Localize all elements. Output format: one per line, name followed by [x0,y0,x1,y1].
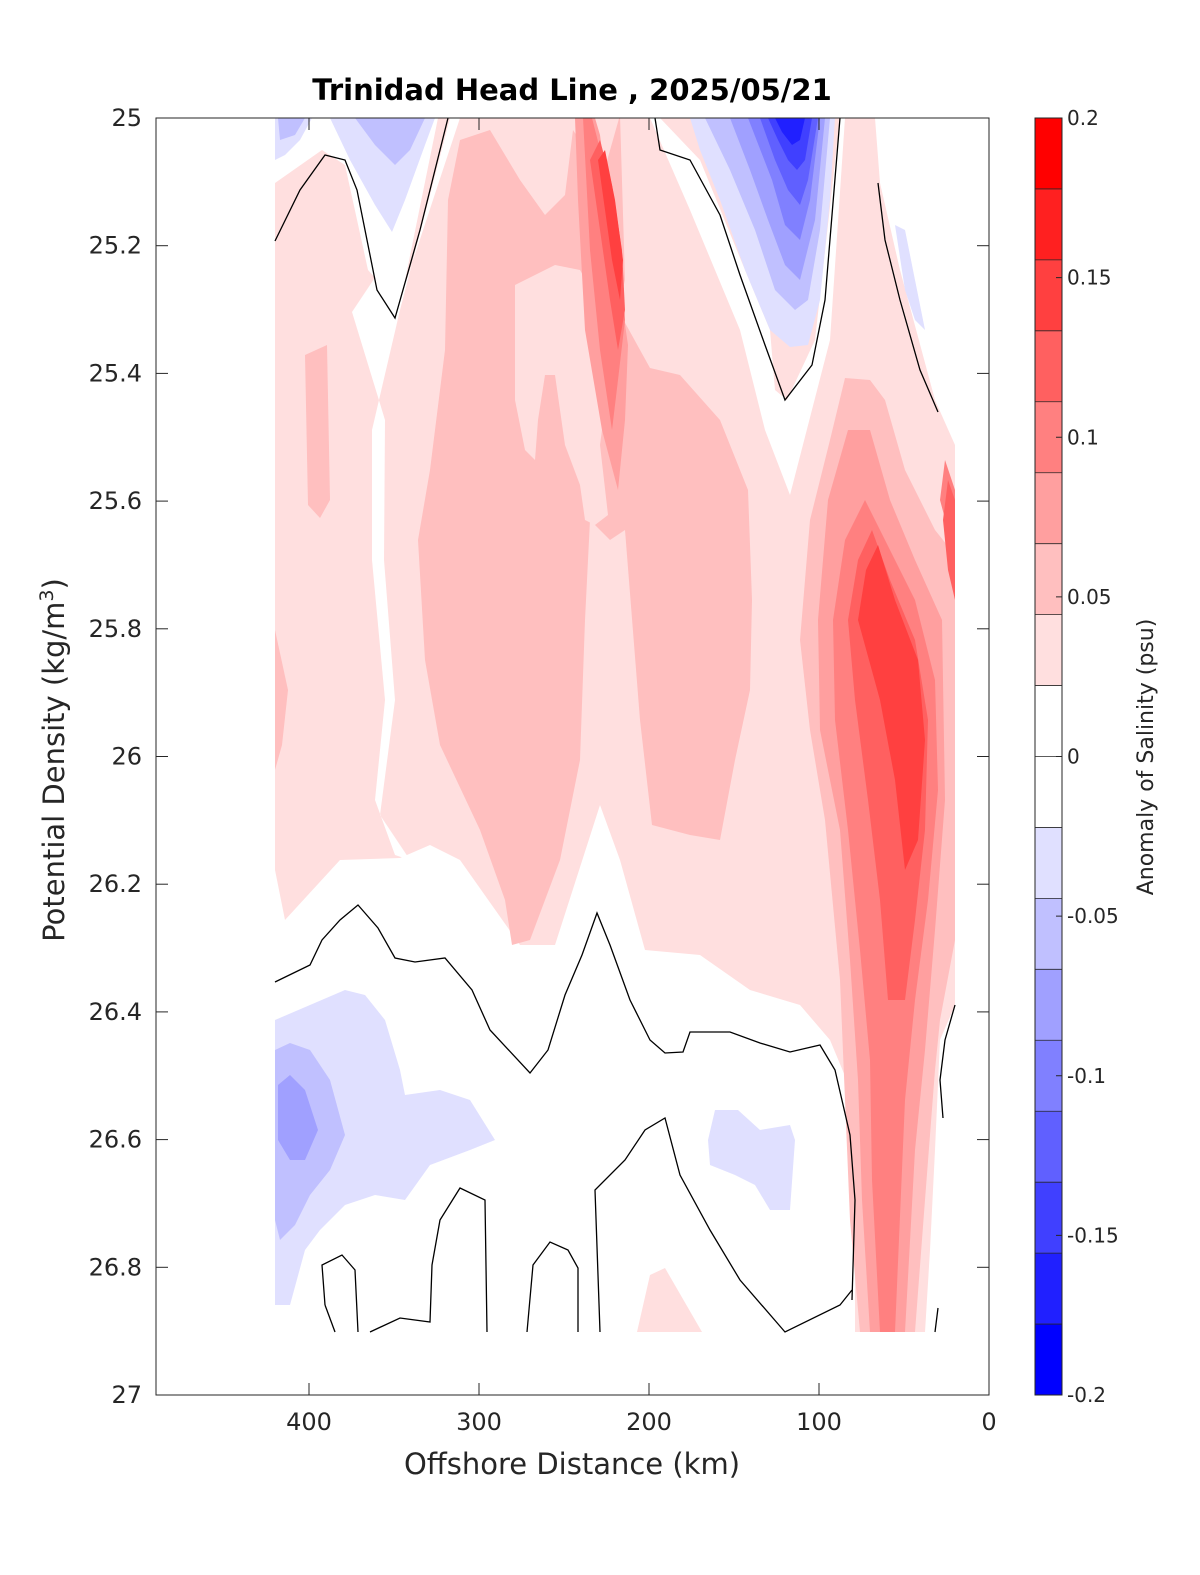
y-tick-label: 25.8 [89,615,142,643]
contour-band-neg-0.050-b [355,118,425,165]
zero-contour [654,118,841,402]
y-tick-label: 26 [111,743,142,771]
x-tick-label: 100 [796,1408,842,1436]
colorbar-tick-label: 0.05 [1067,585,1112,609]
y-tick-label: 26.2 [89,870,142,898]
chart-title: Trinidad Head Line , 2025/05/21 [312,73,832,107]
contour-band-neg-0.075-e [278,1075,318,1160]
y-tick-label: 27 [111,1381,142,1409]
colorbar-tick-label: 0.1 [1067,425,1099,449]
colorbar-segment [1035,543,1062,616]
colorbar-tick-label: 0 [1067,745,1080,769]
contour-band-neg-0.025-f [708,1110,795,1210]
y-axis-title: Potential Density (kg/m3) [36,578,71,942]
contour-band-zero-right-bottom [925,1005,955,1332]
contour-band-neg-0.025-g [275,1220,280,1280]
colorbar-segment [1035,259,1062,332]
zero-contour-lines [274,118,956,1333]
colorbar-tick-label: -0.15 [1067,1223,1119,1247]
zero-contour [274,118,449,320]
contour-band-pos-0.150-right [858,545,925,870]
zero-contour [594,1116,853,1333]
contour-band-pos-0.100-top [583,118,625,430]
x-axis-title: Offshore Distance (km) [404,1447,740,1481]
colorbar-segment [1035,1182,1062,1254]
zero-contour [934,1307,939,1333]
colorbar-segment [1035,1324,1062,1396]
contour-band-neg-0.050-a [278,118,305,140]
contour-band-pos-0.050-c [418,118,752,945]
contour-band-pos-0.100-edge [943,480,955,600]
y-tick-label: 25.2 [89,232,142,260]
zero-contour [939,1004,956,1119]
x-tick-label: 300 [456,1408,502,1436]
colorbar-segment [1035,898,1062,970]
zero-contour [526,1241,579,1333]
y-tick-label: 26.6 [89,1126,142,1154]
x-tick-label: 0 [981,1408,996,1436]
y-tick-label: 25.6 [89,487,142,515]
colorbar-tick-label: 0.2 [1067,106,1099,130]
colorbar-tick-label: -0.1 [1067,1064,1106,1088]
y-axis-title-superscript: 3 [36,589,58,601]
zero-contour [877,182,939,413]
contour-band-pos-0.050-b [275,630,288,770]
zero-contour [324,1304,336,1333]
colorbar: 0.2 0.15 0.1 0.05 0 -0.05 -0.1 -0.15 -0.2 [1035,106,1119,1407]
colorbar-segment [1035,188,1062,261]
zero-contour [321,1254,359,1333]
contour-band-pos-0.150-top [598,150,623,300]
colorbar-segment [1035,827,1062,899]
zero-contour [274,904,856,1301]
y-tick-label: 25.4 [89,359,142,387]
contour-band-zero-lower [275,805,855,1332]
colorbar-segment [1035,756,1062,828]
contour-band-neg-0.175-c [775,118,805,145]
x-axis: 400 300 200 100 0 [286,118,997,1436]
contour-band-pos-0.025-bottom [637,1268,702,1332]
colorbar-segment [1035,685,1062,757]
contour-band-pos-0.050-a [305,345,330,518]
colorbar-segment [1035,1253,1062,1325]
colorbar-segment [1035,614,1062,687]
x-tick-label: 200 [626,1408,672,1436]
colorbar-segment [1035,1111,1062,1183]
colorbar-title: Anomaly of Salinity (psu) [1134,619,1159,896]
contour-fill [275,118,955,1332]
y-tick-label: 26.4 [89,998,142,1026]
y-axis: 25 25.2 25.4 25.6 25.8 26 26.2 26.4 26.6 26.8 27 [89,104,989,1409]
contour-band-neg-0.025-e [275,990,495,1305]
contour-band-zero-left-gap [352,118,460,860]
contour-band-neg-0.025-d [895,225,925,330]
colorbar-tick-label: -0.05 [1067,904,1119,928]
contour-band-zero-upper-right [650,118,845,495]
zero-contour [369,1187,488,1333]
colorbar-segment [1035,118,1062,190]
y-tick-label: 26.8 [89,1253,142,1281]
colorbar-segment [1035,969,1062,1041]
colorbar-tick-label: -0.2 [1067,1383,1106,1407]
colorbar-segment [1035,330,1062,403]
contour-band-pos-0.125-top [590,140,625,350]
colorbar-frame [1034,117,1063,1396]
x-tick-label: 400 [286,1408,332,1436]
colorbar-tick-label: 0.15 [1067,266,1112,290]
y-tick-label: 25 [111,104,142,132]
colorbar-segment [1035,472,1062,545]
